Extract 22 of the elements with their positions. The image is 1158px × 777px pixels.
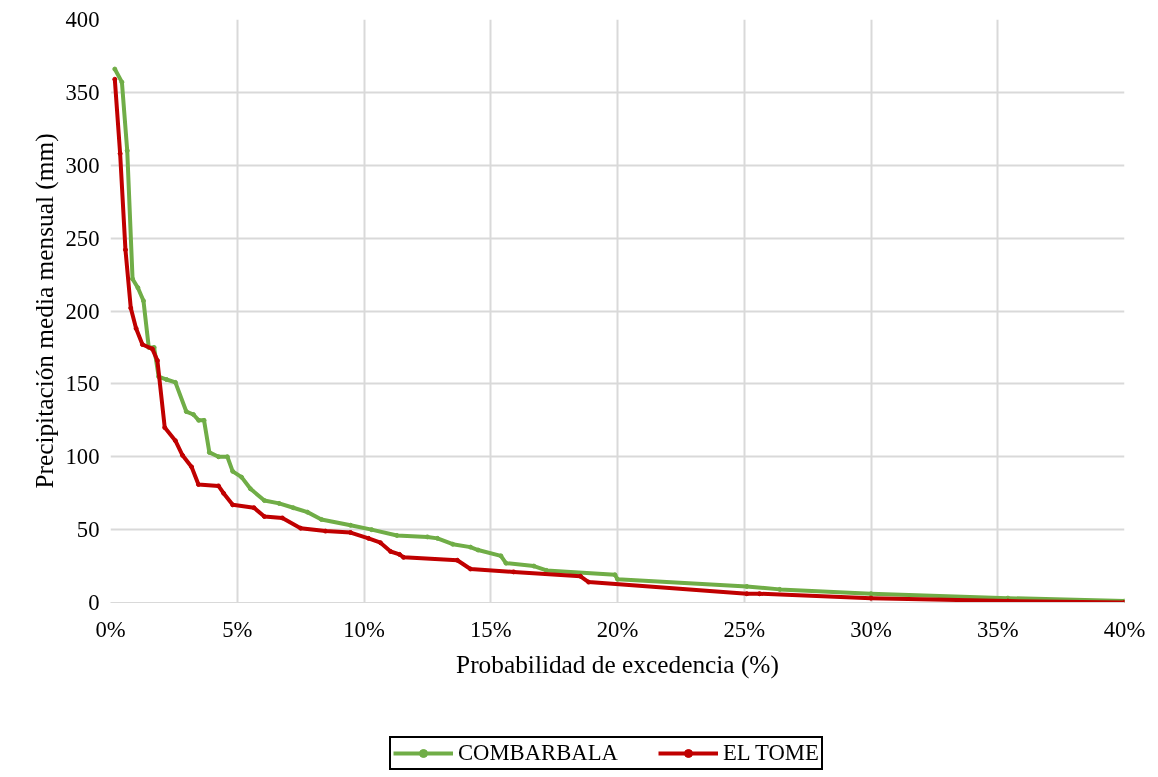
- y-axis-title: Precipitación media mensual (mm): [29, 133, 59, 489]
- y-tick-label: 0: [88, 590, 100, 615]
- x-tick-label: 40%: [1103, 616, 1146, 642]
- y-tick-label: 150: [65, 371, 100, 397]
- y-tick-label: 400: [65, 7, 100, 32]
- x-tick-label: 10%: [343, 616, 385, 642]
- x-tick-label: 0%: [95, 616, 126, 642]
- y-tick-label: 300: [65, 152, 100, 178]
- y-tick-label: 100: [65, 444, 100, 470]
- y-tick-label: 350: [65, 79, 100, 105]
- x-tick-label: 20%: [596, 616, 639, 642]
- x-tick-label: 35%: [976, 616, 1019, 642]
- legend-label: COMBARBALA: [458, 740, 618, 766]
- x-tick-label: 5%: [222, 616, 253, 642]
- x-tick-label: 25%: [723, 616, 766, 642]
- legend-label: EL TOME: [722, 740, 819, 766]
- y-tick-label: 50: [76, 517, 100, 543]
- x-tick-label: 30%: [850, 616, 892, 642]
- x-axis-title: Probabilidad de excedencia (%): [456, 649, 779, 679]
- y-tick-label: 200: [65, 298, 100, 324]
- y-tick-label: 250: [65, 225, 100, 251]
- x-tick-label: 15%: [469, 616, 512, 642]
